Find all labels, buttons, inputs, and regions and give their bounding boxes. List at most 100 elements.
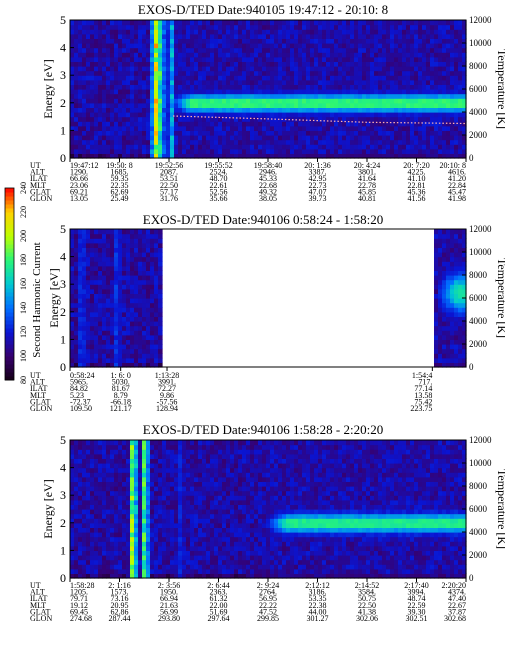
spectrogram-cell <box>434 130 439 136</box>
spectrogram-cell <box>78 463 83 469</box>
spectrogram-cell <box>306 79 311 85</box>
spectrogram-cell <box>158 148 163 154</box>
spectrogram-cell <box>82 550 87 556</box>
spectrogram-cell <box>442 298 447 304</box>
spectrogram-cell <box>422 29 427 35</box>
spectrogram-cell <box>82 344 87 350</box>
spectrogram-cell <box>366 38 371 44</box>
spectrogram-cell <box>374 102 379 108</box>
spectrogram-cell <box>194 107 199 113</box>
spectrogram-cell <box>134 353 139 359</box>
spectrogram-cell <box>378 47 383 53</box>
spectrogram-cell <box>86 98 91 104</box>
spectrogram-cell <box>166 545 171 551</box>
spectrogram-cell <box>330 144 335 150</box>
spectrogram-cell <box>130 532 135 538</box>
spectrogram-cell <box>86 541 91 547</box>
spectrogram-cell <box>314 93 319 99</box>
spectrogram-cell <box>114 545 119 551</box>
spectrogram-cell <box>234 79 239 85</box>
spectrogram-cell <box>378 116 383 122</box>
spectrogram-cell <box>174 130 179 136</box>
spectrogram-cell <box>202 43 207 49</box>
spectrogram-cell <box>70 564 75 570</box>
spectrogram-cell <box>454 56 459 62</box>
spectrogram-cell <box>322 70 327 76</box>
spectrogram-cell <box>382 20 387 26</box>
spectrogram-cell <box>146 102 151 108</box>
spectrogram-cell <box>130 116 135 122</box>
spectrogram-cell <box>262 20 267 26</box>
spectrogram-cell <box>166 93 171 99</box>
spectrogram-cell <box>462 256 467 262</box>
spectrogram-cell <box>90 330 95 336</box>
spectrogram-cell <box>142 316 147 322</box>
spectrogram-cell <box>214 75 219 81</box>
spectrogram-cell <box>430 130 435 136</box>
spectrogram-cell <box>90 242 95 248</box>
spectrogram-cell <box>138 522 143 528</box>
spectrogram-cell <box>110 98 115 104</box>
spectrogram-cell <box>110 275 115 281</box>
spectrogram-cell <box>86 112 91 118</box>
spectrogram-cell <box>122 144 127 150</box>
spectrogram-cell <box>450 29 455 35</box>
spectrogram-cell <box>358 52 363 58</box>
spectrogram-cell <box>234 130 239 136</box>
spectrogram-cell <box>374 52 379 58</box>
spectrogram-cell <box>290 33 295 39</box>
spectrogram-cell <box>154 522 159 528</box>
spectrogram-cell <box>446 325 451 331</box>
spectrogram-cell <box>110 52 115 58</box>
spectrogram-cell <box>198 148 203 154</box>
spectrogram-cell <box>170 125 175 131</box>
spectrogram-cell <box>434 325 439 331</box>
spectrogram-cell <box>354 98 359 104</box>
spectrogram-cell <box>106 490 111 496</box>
spectrogram-cell <box>122 247 127 253</box>
spectrogram-cell <box>314 139 319 145</box>
spectrogram-cell <box>318 89 323 95</box>
spectrogram-cell <box>166 139 171 145</box>
spectrogram-cell <box>78 288 83 294</box>
spectrogram-cell <box>346 70 351 76</box>
spectrogram-cell <box>282 89 287 95</box>
spectrogram-cell <box>174 568 179 574</box>
spectrogram-cell <box>150 472 155 478</box>
spectrogram-cell <box>78 61 83 67</box>
spectrogram-cell <box>114 334 119 340</box>
spectrogram-cell <box>86 56 91 62</box>
spectrogram-cell <box>454 298 459 304</box>
colorbar-swatch <box>5 252 14 257</box>
spectrogram-cell <box>374 89 379 95</box>
spectrogram-cell <box>178 47 183 53</box>
spectrogram-cell <box>202 121 207 127</box>
spectrogram-cell <box>114 270 119 276</box>
spectrogram-cell <box>146 486 151 492</box>
spectrogram-cell <box>258 135 263 141</box>
spectrogram-cell <box>118 444 123 450</box>
spectrogram-cell <box>326 107 331 113</box>
spectrogram-cell <box>342 43 347 49</box>
spectrogram-cell <box>150 334 155 340</box>
spectrogram-cell <box>206 130 211 136</box>
spectrogram-cell <box>334 93 339 99</box>
spectrogram-cell <box>182 125 187 131</box>
spectrogram-cell <box>126 568 131 574</box>
spectrogram-cell <box>194 89 199 95</box>
spectrogram-cell <box>86 472 91 478</box>
spectrogram-cell <box>74 559 79 565</box>
spectrogram-cell <box>142 139 147 145</box>
spectrogram-cell <box>166 573 171 579</box>
spectrogram-cell <box>334 33 339 39</box>
spectrogram-cell <box>170 518 175 524</box>
orbit-value: 22.68 <box>259 181 277 190</box>
spectrogram-cell <box>318 148 323 154</box>
spectrogram-cell <box>102 362 107 368</box>
orbit-value: 66.66 <box>70 174 88 183</box>
spectrogram-cell <box>98 490 103 496</box>
spectrogram-cell <box>138 130 143 136</box>
spectrogram-cell <box>178 33 183 39</box>
spectrogram-cell <box>142 252 147 258</box>
spectrogram-cell <box>458 288 463 294</box>
